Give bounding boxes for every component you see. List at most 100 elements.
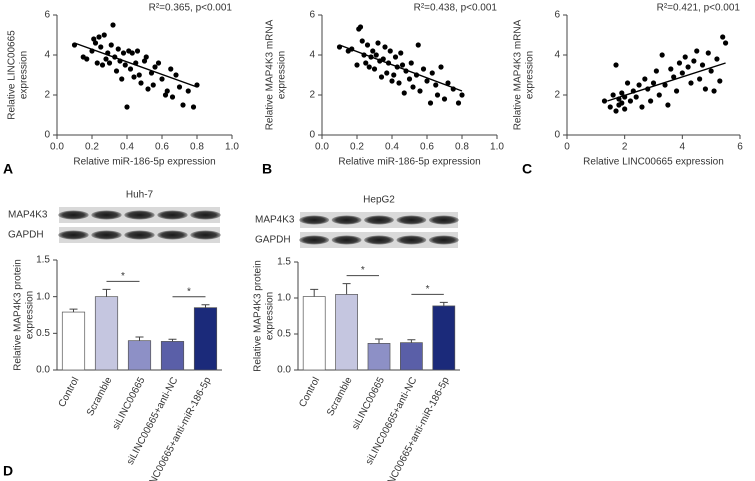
point [396,80,402,86]
blot-band [396,215,427,225]
y-tick-label: 1.5 [277,257,291,268]
y-tick-label: 0.0 [277,365,291,376]
y-tick-label: 1.0 [277,293,291,304]
point [722,40,729,46]
point [679,70,685,76]
blot-band [396,235,427,245]
point [639,104,645,110]
point [708,68,714,74]
y-axis-label: expression [525,51,536,99]
point [150,82,156,88]
chart-title: HepG2 [363,195,395,206]
blot-band [364,215,394,225]
bar [160,341,185,371]
y-tick-label: 2 [44,90,50,101]
point [354,62,360,68]
point [607,104,613,110]
y-axis-label: expression [19,51,30,99]
y-tick-label: 6 [554,10,560,21]
blot-band [364,235,394,245]
blot-label: MAP4K3 [255,215,295,226]
x-tick-label: Control [297,375,322,409]
point [384,70,390,76]
point [659,52,665,58]
point [155,60,162,66]
point [410,84,416,90]
point [398,50,404,56]
x-tick-label: 1.0 [490,142,504,153]
point [622,106,628,112]
point [366,64,372,70]
y-tick-label: 0.0 [36,365,50,376]
point [115,46,121,52]
point [122,62,128,68]
error-bar [375,338,383,344]
blot-label: GAPDH [255,235,291,246]
point [364,42,371,48]
point [108,42,114,48]
point [136,72,142,78]
point [619,90,625,96]
x-tick-label: 6 [737,142,743,153]
bar [400,342,423,371]
point [417,88,423,94]
point [610,92,616,98]
point [106,60,113,66]
x-tick-label: 0.0 [315,142,329,153]
point [373,52,379,58]
point [91,36,97,42]
blot-band [331,235,362,245]
point [401,90,407,96]
point [131,74,137,80]
x-axis-label: Relative LINC00665 expression [583,157,724,168]
x-tick-label: siLINC00665 [350,375,387,432]
point [433,82,439,88]
bar [193,307,218,371]
point [705,50,711,56]
point [619,100,625,106]
point [124,104,130,110]
error-bar [135,336,144,341]
chart-title: Huh-7 [126,190,154,201]
point [441,96,448,102]
y-tick-label: 4 [44,50,50,61]
point [420,66,427,72]
point [445,80,451,86]
blot-band [299,215,330,225]
bar [94,296,119,371]
point [714,56,720,62]
point [682,54,688,60]
point [159,76,165,82]
x-tick-label: 0.4 [385,142,399,153]
point [662,82,668,88]
x-axis-label: Relative miR-186-5p expression [73,157,215,168]
point [129,50,135,56]
point [699,62,706,68]
point [671,74,677,80]
point [99,62,106,68]
annotation: R²=0.438, p<0.001 [414,3,498,14]
point [176,84,183,90]
axis [321,15,497,136]
point [357,24,364,30]
significance-label: * [121,271,125,282]
point [145,86,151,92]
point [371,66,378,72]
blot-band [331,215,362,225]
panel-label: B [262,161,272,177]
point [110,22,116,28]
x-tick-label: 0.0 [50,142,64,153]
point [642,76,648,82]
y-tick-label: 2 [309,90,315,101]
point [613,108,619,114]
point [650,80,657,86]
point [648,98,654,104]
point [694,48,700,54]
error-bar [407,339,416,343]
error-bar [102,288,111,297]
x-tick-label: 0 [564,142,570,153]
point [438,64,444,70]
point [685,64,691,70]
point [673,88,680,94]
